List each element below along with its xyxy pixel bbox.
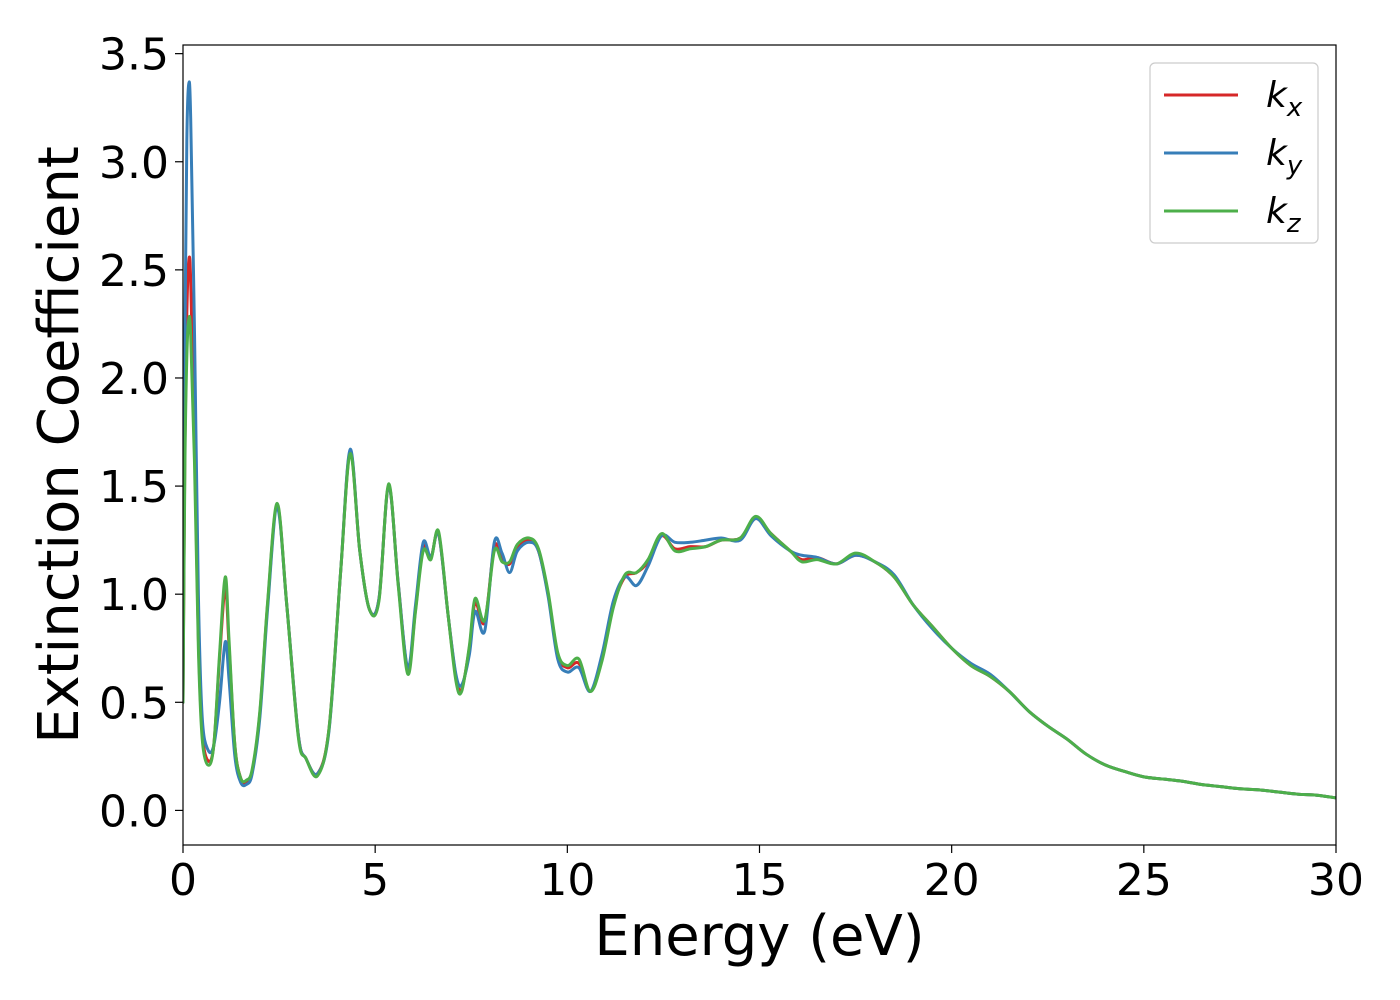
y-axis-title: Extinction Coefficient [27, 146, 92, 744]
x-tick-label: 15 [732, 855, 788, 906]
x-tick-label: 5 [361, 855, 389, 906]
y-tick-label: 3.5 [99, 30, 169, 81]
y-axis-ticks: 0.0 0.5 1.0 1.5 2.0 2.5 3.0 3.5 [99, 30, 183, 837]
x-tick-label: 30 [1308, 855, 1364, 906]
y-tick-label: 2.5 [99, 246, 169, 297]
y-tick-label: 0.5 [99, 678, 169, 729]
legend-label-k-z: kz [1266, 191, 1302, 239]
y-tick-label: 1.5 [99, 462, 169, 513]
x-axis-title: Energy (eV) [594, 904, 924, 969]
y-tick-label: 0.0 [99, 786, 169, 837]
series-layer [183, 80, 1336, 800]
y-tick-label: 1.0 [99, 570, 169, 621]
x-axis-ticks: 0 5 10 15 20 25 30 [169, 845, 1364, 906]
x-tick-label: 10 [539, 855, 595, 906]
legend-items: kx ky kz [1164, 75, 1303, 239]
x-tick-label: 20 [924, 855, 980, 906]
legend-label-k-y: ky [1266, 133, 1303, 181]
x-tick-label: 0 [169, 855, 197, 906]
x-tick-label: 25 [1116, 855, 1172, 906]
y-tick-label: 3.0 [99, 138, 169, 189]
series-line-k-z [183, 314, 1336, 800]
legend-label-k-x: kx [1266, 75, 1303, 123]
y-tick-label: 2.0 [99, 354, 169, 405]
legend: kx ky kz [1149, 62, 1319, 244]
